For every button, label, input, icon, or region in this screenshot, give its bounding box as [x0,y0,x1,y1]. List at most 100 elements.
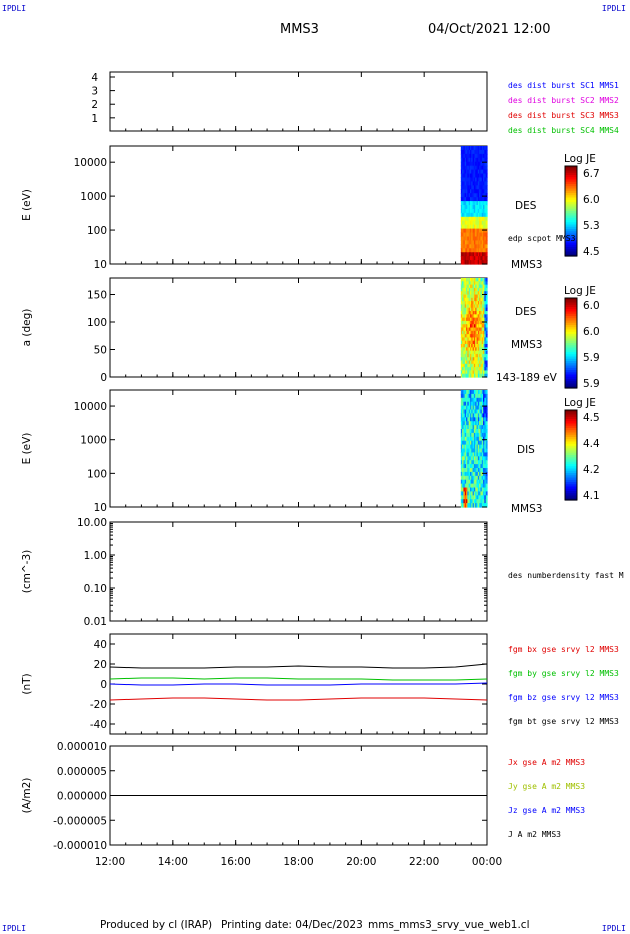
spectrogram-cell [462,330,465,335]
spectrogram-cell [462,284,465,289]
spectrogram-cell [466,429,468,434]
spectrogram-cell [463,248,466,253]
spectrogram-cell [485,425,488,430]
spectrogram-cell [485,487,488,492]
spectrogram-cell [463,161,466,167]
spectrogram-cell [466,499,468,504]
spectrogram-cell [467,301,470,305]
spectrogram-cell [479,425,482,430]
spectrogram-cell [467,320,470,325]
spectrogram-cell [476,397,479,403]
spectrogram-cell [476,363,479,368]
spectrogram-cell [481,324,484,329]
spectrogram-cell [475,232,478,238]
spectrogram-cell [466,169,468,175]
spectrogram-cell [467,334,470,338]
spectrogram-cell [467,367,470,371]
spectrogram-cell [484,189,487,194]
colorbar-frame [564,297,578,389]
spectrogram-cell [472,337,475,342]
spectrogram-cell [460,236,463,241]
spectrogram-cell [480,314,483,319]
spectrogram-cell [466,405,468,411]
spectrogram-cell [460,421,463,426]
spectrogram-cell [467,208,470,214]
spectrogram-cell [464,429,467,434]
spectrogram-cell [460,417,463,422]
spectrogram-cell [485,173,488,179]
spectrogram-cell [469,401,472,407]
spectrogram-cell [460,330,463,335]
spectrogram-cell [477,405,480,411]
colorbar-cell [565,322,577,326]
spectrogram-cell [466,475,468,481]
spectrogram-cell [480,468,483,473]
spectrogram-cell [480,444,483,450]
colorbar-tick-label: 6.0 [583,300,600,312]
spectrogram-cell [467,189,470,194]
spectrogram-cell [475,360,478,365]
spectrogram-cell [483,189,485,194]
spectrogram-cell [462,201,465,206]
spectrogram-cell [477,185,480,190]
y-tick-label: 150 [87,290,107,302]
spectrogram-cell [484,334,487,338]
spectrogram-cell [463,405,466,411]
spectrogram-cell [472,503,475,508]
spectrogram-cell [463,197,466,202]
spectrogram-cell [466,157,468,163]
spectrogram-cell [479,370,482,375]
spectrogram-cell [472,483,475,489]
spectrogram-cell [473,373,476,378]
colorbar-cell [565,423,577,427]
spectrogram-cell [471,304,474,309]
spectrogram-cell [476,301,479,305]
spectrogram-cell [484,146,487,151]
spectrogram-cell [468,173,471,179]
spectrogram-cell [460,363,463,368]
spectrogram-cell [473,483,476,489]
spectrogram-cell [480,161,483,167]
spectrogram-cell [463,397,466,403]
spectrogram-cell [476,491,479,496]
spectrogram-cell [475,440,478,446]
spectrogram-cell [468,370,471,375]
spectrogram-cell [475,281,478,286]
spectrogram-cell [469,228,472,234]
spectrogram-cell [473,440,476,446]
spectrogram-cell [468,471,471,477]
spectrogram-cell [471,444,474,450]
spectrogram-cell [475,317,478,322]
spectrogram-cell [477,340,480,345]
spectrogram-cell [476,212,479,218]
spectrogram-cell [480,297,483,302]
spectrogram-cell [466,287,468,292]
spectrogram-cell [484,503,487,508]
spectrogram-cell [481,503,484,508]
colorbar-cell [565,345,577,349]
legend-entry: fgm by gse srvy l2 MMS3 [508,669,619,678]
colorbar-cell [565,181,577,185]
spectrogram-cell [460,432,463,438]
spectrogram-cell [483,344,485,348]
spectrogram-cell [464,287,467,292]
spectrogram-cell [476,165,479,171]
spectrogram-cell [471,471,474,477]
spectrogram-cell [476,260,479,265]
spectrogram-cell [477,181,480,186]
spectrogram-cell [469,495,472,500]
spectrogram-cell [481,397,484,403]
spectrogram-cell [477,347,480,352]
spectrogram-cell [462,456,465,461]
spectrogram-cell [480,311,483,315]
spectrogram-cell [481,149,484,155]
spectrogram-cell [480,456,483,461]
spectrogram-cell [481,452,484,457]
spectrogram-cell [484,240,487,245]
spectrogram-cell [466,452,468,457]
spectrogram-cell [485,491,488,496]
spectrogram-cell [471,393,474,399]
spectrogram-cell [462,334,465,338]
spectrogram-cell [471,240,474,245]
spectrogram-cell [463,487,466,492]
